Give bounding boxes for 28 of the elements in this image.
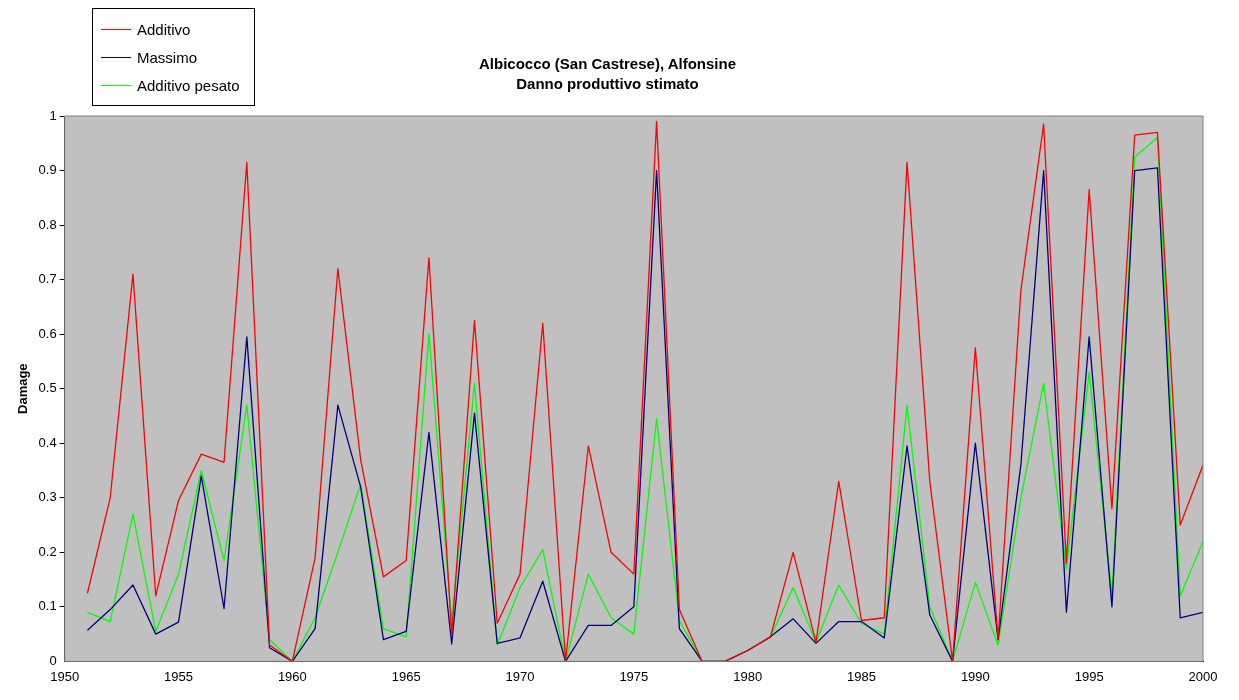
y-tick-label: 0.2 bbox=[38, 543, 57, 559]
y-tick-label: 0.3 bbox=[38, 489, 57, 505]
x-tick-label: 1990 bbox=[960, 668, 990, 684]
chart-subtitle: Danno produttivo stimato bbox=[516, 75, 699, 93]
x-tick-label: 2000 bbox=[1188, 668, 1218, 684]
y-tick-label: 1 bbox=[49, 107, 57, 123]
x-tick-label: 1985 bbox=[847, 668, 876, 684]
y-tick-label: 0.4 bbox=[38, 434, 57, 450]
legend-label: Additivo bbox=[137, 20, 191, 38]
y-tick-label: 0.6 bbox=[38, 325, 57, 341]
x-tick-label: 1970 bbox=[505, 668, 535, 684]
legend-label: Massimo bbox=[137, 48, 198, 66]
y-tick-label: 0.8 bbox=[38, 216, 57, 232]
y-tick-label: 0.7 bbox=[38, 271, 57, 287]
y-axis-title: Damage bbox=[15, 363, 31, 414]
x-tick-label: 1965 bbox=[391, 668, 421, 684]
y-tick-label: 0.1 bbox=[38, 598, 57, 614]
x-tick-label: 1950 bbox=[50, 668, 80, 684]
x-tick-label: 1975 bbox=[619, 668, 649, 684]
x-tick-label: 1995 bbox=[1074, 668, 1104, 684]
x-tick-label: 1960 bbox=[277, 668, 307, 684]
legend-label: Additivo pesato bbox=[137, 76, 240, 94]
y-tick-label: 0.5 bbox=[38, 380, 57, 396]
x-tick-label: 1980 bbox=[733, 668, 763, 684]
x-tick-label: 1955 bbox=[164, 668, 193, 684]
y-tick-label: 0 bbox=[49, 652, 57, 668]
y-tick-label: 0.9 bbox=[38, 162, 57, 178]
chart-title: Albicocco (San Castrese), Alfonsine bbox=[478, 55, 737, 73]
